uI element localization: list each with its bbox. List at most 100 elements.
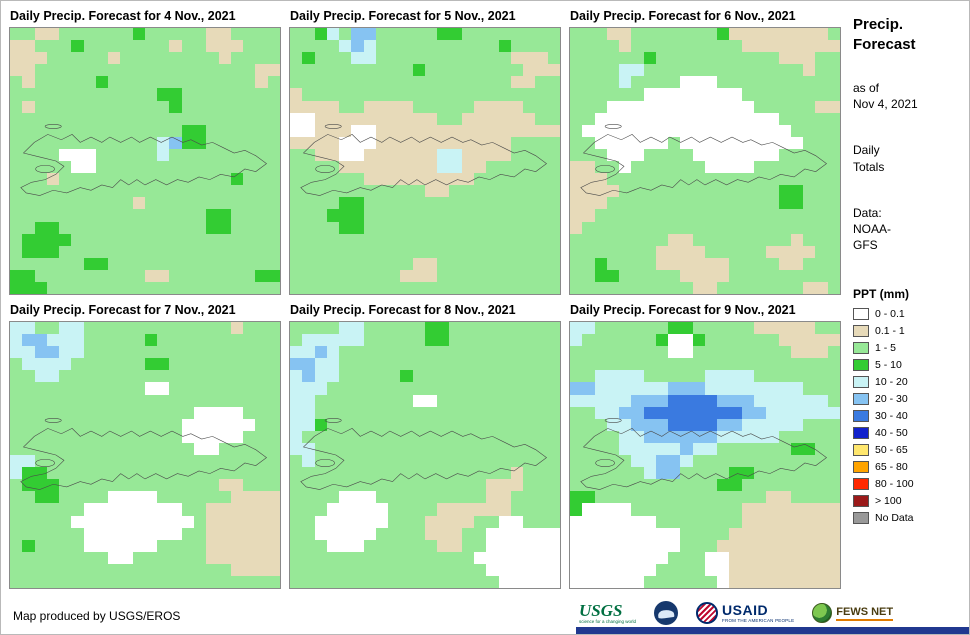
raster-row: [290, 455, 560, 468]
raster-row: [10, 136, 280, 149]
precip-raster: [290, 28, 560, 294]
raster-row: [570, 124, 840, 137]
maps-grid: Daily Precip. Forecast for 4 Nov., 2021 …: [9, 5, 841, 589]
raster-row: [10, 209, 280, 222]
raster-row: [290, 40, 560, 53]
raster-row: [290, 527, 560, 540]
totals-label: Daily Totals: [853, 143, 885, 174]
raster-row: [10, 418, 280, 431]
raster-row: [290, 281, 560, 294]
raster-row: [570, 245, 840, 258]
raster-row: [570, 503, 840, 516]
raster-row: [290, 406, 560, 419]
raster-row: [290, 52, 560, 65]
raster-row: [290, 209, 560, 222]
map-panel-title: Daily Precip. Forecast for 4 Nov., 2021: [10, 9, 236, 23]
sidebar: Precip. Forecast as of Nov 4, 2021 Daily…: [841, 5, 969, 589]
map-panel-nov7: Daily Precip. Forecast for 7 Nov., 2021: [9, 299, 281, 589]
raster-row: [570, 257, 840, 270]
raster-row: [10, 515, 280, 528]
raster-row: [570, 233, 840, 246]
raster-row: [570, 370, 840, 383]
raster-row: [290, 76, 560, 89]
raster-row: [570, 479, 840, 492]
raster-row: [570, 442, 840, 456]
page-title: Precip. Forecast: [853, 16, 916, 53]
usgs-tagline: science for a changing world: [579, 618, 637, 624]
legend-item: 80 - 100: [853, 475, 969, 492]
legend-label: 10 - 20: [875, 375, 908, 388]
legend-swatch: [853, 511, 869, 524]
raster-row: [570, 382, 840, 395]
raster-row: [570, 322, 840, 335]
legend-item: 40 - 50: [853, 424, 969, 441]
usgs-logo-text: USGS: [579, 600, 623, 620]
raster-row: [570, 539, 840, 552]
legend-label: 65 - 80: [875, 460, 908, 473]
precip-map-nov7: [9, 321, 281, 589]
raster-row: [570, 185, 840, 198]
raster-row: [290, 370, 560, 383]
raster-row: [570, 197, 840, 210]
legend-item: 10 - 20: [853, 373, 969, 390]
raster-row: [570, 281, 840, 294]
legend: 0 - 0.1 0.1 - 1 1 - 5 5 - 10 10 - 20 20 - 30 3…: [853, 305, 969, 526]
raster-row: [290, 322, 560, 335]
raster-row: [10, 76, 280, 89]
map-panel-title: Daily Precip. Forecast for 6 Nov., 2021: [570, 9, 796, 23]
raster-row: [10, 64, 280, 77]
raster-row: [290, 334, 560, 347]
raster-row: [290, 563, 560, 576]
legend-label: 20 - 30: [875, 392, 908, 405]
raster-row: [570, 161, 840, 174]
precip-raster: [570, 322, 840, 588]
raster-row: [10, 346, 280, 359]
legend-item: 20 - 30: [853, 390, 969, 407]
footer-accent-bar: [576, 627, 969, 634]
raster-row: [290, 442, 560, 456]
raster-row: [10, 197, 280, 210]
raster-row: [290, 64, 560, 77]
raster-row: [290, 124, 560, 137]
raster-row: [570, 334, 840, 347]
main-content: Daily Precip. Forecast for 4 Nov., 2021 …: [1, 1, 969, 589]
raster-row: [10, 257, 280, 270]
raster-row: [570, 209, 840, 222]
raster-row: [10, 185, 280, 198]
raster-row: [10, 575, 280, 588]
legend-swatch: [853, 460, 869, 473]
precip-raster: [290, 322, 560, 588]
legend-swatch: [853, 307, 869, 320]
raster-row: [290, 418, 560, 431]
raster-row: [10, 430, 280, 443]
raster-row: [10, 406, 280, 419]
raster-row: [290, 551, 560, 564]
legend-swatch: [853, 358, 869, 371]
raster-row: [10, 269, 280, 282]
map-panel-title: Daily Precip. Forecast for 8 Nov., 2021: [290, 303, 516, 317]
raster-row: [10, 124, 280, 137]
raster-row: [10, 88, 280, 101]
raster-row: [10, 173, 280, 186]
raster-row: [10, 370, 280, 383]
raster-row: [290, 382, 560, 395]
raster-row: [570, 269, 840, 282]
legend-swatch: [853, 477, 869, 490]
legend-item: 0.1 - 1: [853, 322, 969, 339]
raster-row: [570, 346, 840, 359]
raster-row: [570, 112, 840, 125]
map-panel-nov5: Daily Precip. Forecast for 5 Nov., 2021: [289, 5, 561, 295]
raster-row: [290, 269, 560, 282]
raster-row: [570, 455, 840, 468]
raster-row: [10, 161, 280, 174]
legend-label: 40 - 50: [875, 426, 908, 439]
raster-row: [290, 28, 560, 41]
footer: Map produced by USGS/EROS USGS science f…: [1, 598, 969, 634]
legend-label: 1 - 5: [875, 341, 897, 354]
map-credit: Map produced by USGS/EROS: [13, 609, 181, 623]
raster-row: [10, 539, 280, 552]
raster-row: [290, 148, 560, 162]
raster-row: [10, 455, 280, 468]
raster-row: [570, 491, 840, 504]
raster-row: [570, 467, 840, 480]
